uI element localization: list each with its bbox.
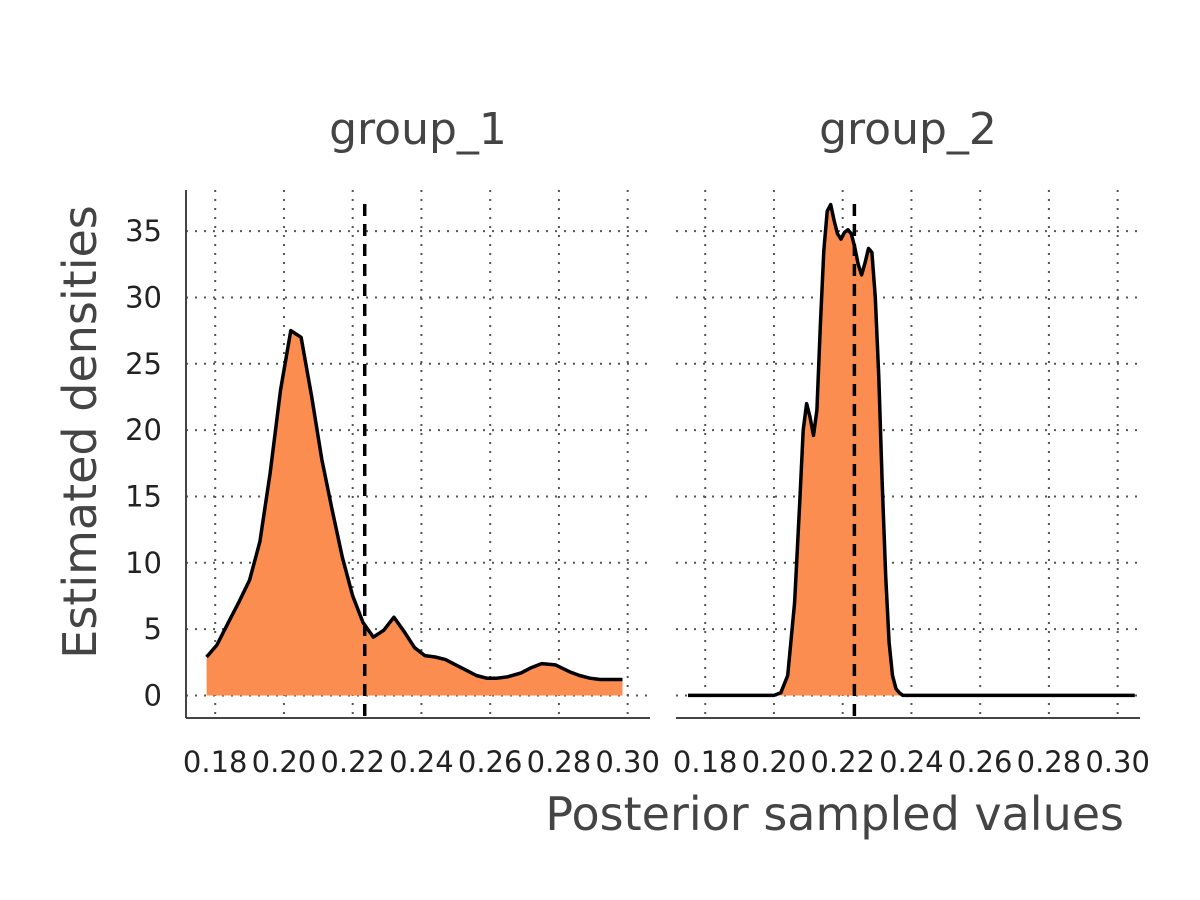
x-axis-title: Posterior sampled values	[545, 787, 1124, 841]
density-curve	[205, 328, 623, 682]
facet-title: group_2	[819, 104, 997, 155]
y-tick-label: 0	[144, 678, 162, 712]
panel-group-2: group_2 0.18 0.20 0.22 0.24 0.26 0.28 0.30	[673, 104, 1150, 779]
x-tick-label: 0.28	[1017, 745, 1082, 779]
facet-title: group_1	[329, 104, 507, 155]
x-tick-label: 0.24	[389, 745, 454, 779]
density-curve	[688, 202, 1135, 698]
y-tick-label: 10	[125, 546, 162, 580]
x-tick-label: 0.26	[458, 745, 523, 779]
x-tick-label: 0.30	[595, 745, 660, 779]
x-tick-label: 0.18	[673, 745, 738, 779]
y-tick-label: 5	[144, 612, 162, 646]
x-tick-label: 0.22	[810, 745, 875, 779]
y-tick-label: 15	[125, 479, 162, 513]
density-area	[688, 204, 1135, 696]
y-tick-label: 25	[125, 347, 162, 381]
x-tick-label: 0.18	[183, 745, 248, 779]
y-tick-label: 35	[125, 214, 162, 248]
x-tick-label: 0.22	[320, 745, 385, 779]
x-tick-label: 0.20	[742, 745, 807, 779]
y-tick-label: 20	[125, 413, 162, 447]
x-tick-label: 0.20	[252, 745, 317, 779]
y-tick-label: 30	[125, 280, 162, 314]
x-tick-label: 0.26	[948, 745, 1013, 779]
y-axis-title: Estimated densities	[53, 205, 107, 659]
density-area	[206, 330, 623, 696]
panel-group-1: group_1 0.18 0.20 0.22 0.24 0.26 0.28 0.30 0 5 10 1…	[125, 104, 660, 779]
x-tick-label: 0.24	[879, 745, 944, 779]
x-tick-label: 0.30	[1085, 745, 1150, 779]
x-tick-label: 0.28	[527, 745, 592, 779]
